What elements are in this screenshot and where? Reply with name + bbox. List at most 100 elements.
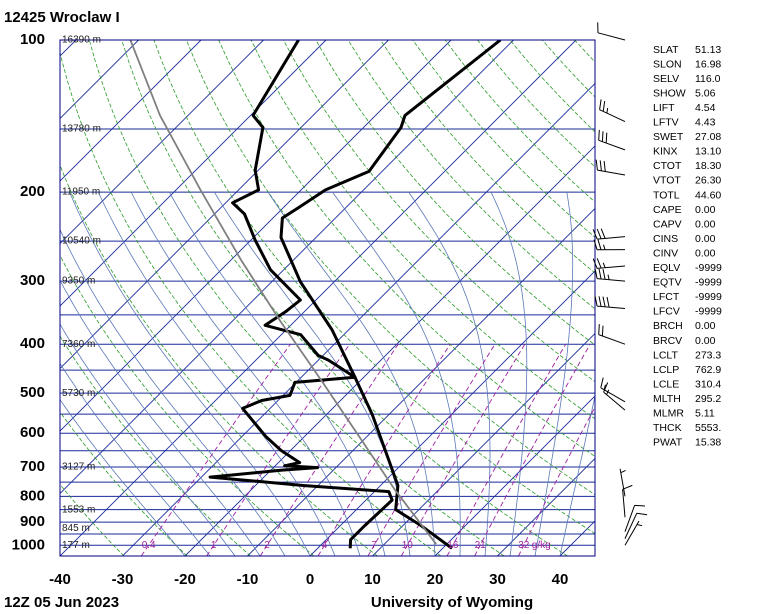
isotherm-extra <box>60 40 264 245</box>
index-label: BRCV <box>653 335 682 347</box>
index-value: 5.06 <box>695 87 716 99</box>
index-label: PWAT <box>653 437 683 449</box>
dry-adiabat <box>607 40 768 556</box>
mixing-ratio-label: 32 <box>518 540 530 551</box>
index-label: EQTV <box>653 277 682 289</box>
index-value: 295.2 <box>695 393 721 405</box>
isotherm-extra <box>60 40 202 182</box>
x-tick-label: 0 <box>306 571 314 588</box>
x-tick-label: -30 <box>112 571 134 588</box>
dry-adiabat <box>88 40 505 556</box>
moist-adiabat <box>130 191 361 556</box>
index-value: -9999 <box>695 306 722 318</box>
y-tick-label: 400 <box>20 335 45 352</box>
height-label: 5730 m <box>62 388 95 399</box>
index-value: 18.30 <box>695 160 721 172</box>
mixing-ratio-line <box>206 343 351 556</box>
wind-barb <box>595 159 626 176</box>
mixing-ratio-label: 7 <box>371 540 377 551</box>
dry-adiabat <box>60 411 188 556</box>
y-tick-label: 600 <box>20 424 45 441</box>
height-label: 13780 m <box>62 124 101 135</box>
index-label: MLMR <box>653 408 684 420</box>
height-label: 177 m <box>62 540 90 551</box>
index-value: -9999 <box>695 277 722 289</box>
isotherm <box>372 332 595 556</box>
index-label: LFCT <box>653 291 680 303</box>
wind-barb <box>624 504 646 532</box>
dry-adiabat <box>60 554 61 556</box>
moist-adiabat <box>60 323 236 556</box>
dry-adiabat <box>60 254 315 556</box>
index-value: 15.38 <box>695 437 721 449</box>
wind-barb <box>594 295 626 310</box>
index-label: MLTH <box>653 393 681 405</box>
index-label: KINX <box>653 146 678 158</box>
index-label: TOTL <box>653 189 680 201</box>
height-label: 9350 m <box>62 276 95 287</box>
index-value: 16.98 <box>695 58 721 70</box>
index-label: LFCV <box>653 306 680 318</box>
y-tick-label: 700 <box>20 458 45 475</box>
height-label: 1553 m <box>62 504 95 515</box>
wind-barb <box>592 228 626 240</box>
index-value: 5553. <box>695 422 721 434</box>
moist-adiabat <box>60 362 211 556</box>
mixing-ratio-line <box>400 343 526 556</box>
index-value: 4.54 <box>695 102 716 114</box>
mixing-ratio-label: 4 <box>322 540 328 551</box>
index-label: CAPE <box>653 204 682 216</box>
mixing-ratio-label: 10 <box>402 540 414 551</box>
index-value: 26.30 <box>695 175 721 187</box>
index-value: 44.60 <box>695 189 721 201</box>
index-value: 5.11 <box>695 408 715 420</box>
dry-adiabat <box>60 164 378 556</box>
wind-barb <box>594 268 626 282</box>
dry-adiabat <box>315 40 595 346</box>
index-value: -9999 <box>695 291 722 303</box>
height-label: 845 m <box>62 523 90 534</box>
index-value: 0.00 <box>695 218 716 230</box>
mixing-ratio-label: 16 <box>447 540 459 551</box>
wind-barb <box>598 129 626 151</box>
height-label: 16390 m <box>62 35 101 46</box>
x-tick-label: 40 <box>552 571 569 588</box>
index-value: 4.43 <box>695 117 716 129</box>
index-value: 0.00 <box>695 320 716 332</box>
moist-adiabat <box>69 191 311 556</box>
mixing-ratio-label: 0.4 <box>142 540 156 551</box>
moist-adiabat <box>60 398 186 556</box>
mixing-ratio-line <box>474 343 591 556</box>
index-label: SWET <box>653 131 684 143</box>
index-label: SHOW <box>653 87 686 99</box>
wind-barb <box>603 382 626 411</box>
moist-adiabat <box>408 191 491 556</box>
wind-barb <box>597 22 626 41</box>
index-value: 762.9 <box>695 364 721 376</box>
dry-adiabat <box>736 40 768 556</box>
index-label: CINS <box>653 233 678 245</box>
moist-adiabat <box>332 191 461 556</box>
wind-barb <box>624 520 643 546</box>
index-value: 51.13 <box>695 44 721 56</box>
index-value: 0.00 <box>695 247 716 259</box>
index-value: 0.00 <box>695 335 716 347</box>
plot <box>60 40 768 556</box>
moist-adiabat <box>213 191 411 556</box>
index-value: 116.0 <box>695 73 721 85</box>
isotherm-extra <box>60 40 327 307</box>
mixing-ratio-line <box>317 343 451 556</box>
isotherm <box>60 40 577 556</box>
dry-adiabat <box>347 40 595 310</box>
index-label: SLAT <box>653 44 679 56</box>
height-label: 11950 m <box>62 187 100 198</box>
moist-adiabat <box>97 191 336 556</box>
wind-barb <box>599 99 626 122</box>
x-tick-label: 20 <box>427 571 444 588</box>
wind-barb <box>624 512 648 539</box>
moist-adiabat <box>267 191 436 556</box>
dry-adiabat <box>60 483 125 556</box>
y-tick-label: 500 <box>20 384 45 401</box>
